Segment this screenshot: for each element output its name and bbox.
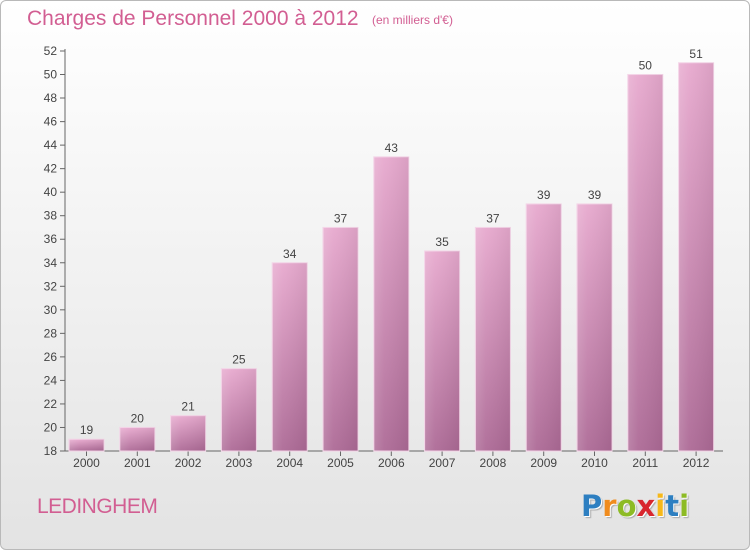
commune-name: LEDINGHEM (37, 495, 158, 518)
x-tick-label-2011: 2011 (632, 456, 658, 470)
bar-shine (69, 439, 104, 451)
y-tick-label: 32 (44, 279, 58, 293)
bar-2003 (220, 368, 257, 452)
value-label-2011: 50 (639, 59, 653, 73)
logo-letter: i (655, 489, 666, 523)
bar-shine (678, 62, 714, 451)
bar-2004 (271, 262, 308, 452)
y-tick-label: 22 (44, 397, 58, 411)
value-label-2003: 25 (232, 353, 246, 367)
x-tick-label-2001: 2001 (124, 456, 151, 470)
x-tick-label-2003: 2003 (226, 456, 253, 470)
value-label-2009: 39 (537, 188, 551, 202)
value-label-2007: 35 (435, 235, 449, 249)
bar-shine (475, 227, 511, 451)
proxiti-logo[interactable]: Proxiti (581, 489, 689, 523)
y-tick-label: 38 (44, 209, 58, 223)
x-tick-label-2002: 2002 (175, 456, 202, 470)
x-tick-label-2005: 2005 (327, 456, 354, 470)
y-tick-label: 36 (44, 232, 58, 246)
y-tick-label: 44 (44, 138, 58, 152)
bar-shine (424, 251, 460, 451)
bar-shine (526, 203, 562, 451)
bar-2010 (576, 203, 613, 452)
logo-letter: o (616, 489, 637, 523)
value-label-2002: 21 (181, 400, 195, 414)
bar-shine (373, 156, 409, 451)
y-tick-label: 40 (44, 185, 58, 199)
value-label-2004: 34 (283, 247, 297, 261)
x-tick-label-2007: 2007 (429, 456, 456, 470)
x-tick-label-2006: 2006 (378, 456, 405, 470)
x-tick-label-2004: 2004 (276, 456, 303, 470)
y-tick-label: 20 (44, 420, 58, 434)
y-tick-label: 34 (44, 256, 58, 270)
bar-shine (272, 262, 308, 451)
bar-series (68, 62, 715, 452)
bar-2002 (170, 415, 207, 452)
y-tick-label: 24 (44, 373, 58, 387)
bar-shine (627, 74, 663, 451)
x-tick-label-2000: 2000 (73, 456, 100, 470)
value-label-2005: 37 (334, 211, 348, 225)
y-tick-label: 30 (44, 303, 58, 317)
logo-letter: x (636, 489, 656, 523)
y-tick-label: 42 (44, 162, 58, 176)
x-tick-label-2010: 2010 (581, 456, 608, 470)
chart-subtitle: (en milliers d'€) (372, 13, 453, 27)
bar-2009 (525, 203, 562, 452)
x-tick-label-2008: 2008 (480, 456, 507, 470)
bar-2007 (424, 250, 461, 452)
logo-letter: r (602, 489, 617, 523)
bar-shine (577, 203, 612, 451)
bar-2006 (373, 156, 410, 452)
bar-shine (170, 415, 206, 451)
logo-letter: P (581, 489, 603, 523)
value-label-2010: 39 (588, 188, 602, 202)
y-tick-label: 28 (44, 326, 58, 340)
y-tick-label: 26 (44, 350, 58, 364)
bar-2012 (678, 62, 715, 452)
value-label-2012: 51 (689, 47, 703, 61)
x-tick-label-2009: 2009 (530, 456, 557, 470)
bar-2000 (68, 438, 105, 452)
value-label-2006: 43 (385, 141, 399, 155)
y-axis: 18 20 22 24 26 28 30 32 34 36 38 40 42 44 46 48 50 52 (44, 44, 66, 458)
y-tick-label: 46 (44, 115, 58, 129)
x-tick-label-2012: 2012 (683, 456, 710, 470)
x-axis: 2000 2001 2002 2003 2004 2005 2006 2007 2008 2009… (65, 450, 723, 470)
value-label-2000: 19 (80, 423, 94, 437)
chart-title: Charges de Personnel 2000 à 2012 (27, 7, 359, 30)
bar-shine (221, 368, 257, 451)
value-label-2008: 37 (486, 211, 500, 225)
value-labels: 19 20 21 25 34 37 43 35 37 39 39 50 51 (80, 47, 703, 437)
y-tick-label: 18 (44, 444, 58, 458)
bar-2005 (322, 226, 359, 452)
bar-shine (119, 427, 155, 451)
bar-2011 (627, 74, 664, 452)
y-tick-label: 48 (44, 91, 58, 105)
bar-2001 (119, 426, 156, 452)
logo-letter: i (679, 489, 690, 523)
logo-letter: t (665, 489, 680, 523)
y-tick-label: 50 (44, 68, 58, 82)
y-tick-label: 52 (44, 44, 58, 58)
bar-2008 (474, 226, 511, 452)
value-label-2001: 20 (131, 411, 145, 425)
bar-shine (323, 227, 358, 451)
